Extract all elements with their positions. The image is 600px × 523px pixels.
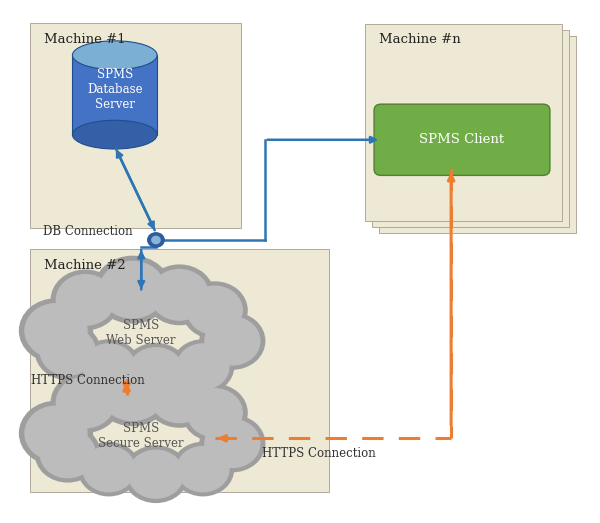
Ellipse shape <box>73 120 157 149</box>
Circle shape <box>100 364 165 420</box>
Circle shape <box>25 304 87 358</box>
FancyBboxPatch shape <box>379 36 577 233</box>
FancyBboxPatch shape <box>373 30 569 227</box>
Circle shape <box>20 299 92 362</box>
Circle shape <box>182 282 247 338</box>
Text: SPMS Client: SPMS Client <box>419 133 505 146</box>
Circle shape <box>151 372 208 423</box>
Circle shape <box>35 426 100 482</box>
Circle shape <box>172 442 233 496</box>
Ellipse shape <box>73 41 157 70</box>
Circle shape <box>205 317 260 365</box>
Circle shape <box>200 313 265 369</box>
Circle shape <box>56 377 115 428</box>
Circle shape <box>187 389 242 437</box>
Circle shape <box>40 430 95 477</box>
Circle shape <box>79 442 139 496</box>
Circle shape <box>128 450 184 498</box>
Circle shape <box>205 419 260 468</box>
Circle shape <box>177 344 229 389</box>
Circle shape <box>172 340 233 393</box>
Circle shape <box>187 286 242 334</box>
Circle shape <box>182 384 247 441</box>
Circle shape <box>20 402 92 465</box>
Circle shape <box>151 269 208 320</box>
FancyBboxPatch shape <box>29 23 241 228</box>
Circle shape <box>145 265 214 325</box>
Circle shape <box>40 327 95 375</box>
Circle shape <box>100 262 165 318</box>
Circle shape <box>79 340 139 393</box>
Text: Machine #n: Machine #n <box>379 33 461 47</box>
Circle shape <box>25 406 87 460</box>
Circle shape <box>124 446 188 503</box>
Circle shape <box>35 323 100 379</box>
Circle shape <box>177 447 229 492</box>
Circle shape <box>83 344 135 389</box>
Text: SPMS
Secure Server: SPMS Secure Server <box>98 422 184 450</box>
Text: SPMS
Database
Server: SPMS Database Server <box>87 69 143 111</box>
Text: Machine #2: Machine #2 <box>44 259 126 272</box>
Circle shape <box>51 270 119 329</box>
Text: HTTPS Connection: HTTPS Connection <box>262 447 376 460</box>
Circle shape <box>94 359 170 426</box>
Circle shape <box>148 233 164 247</box>
Text: Machine #1: Machine #1 <box>44 33 126 47</box>
Text: DB Connection: DB Connection <box>43 225 133 238</box>
FancyBboxPatch shape <box>365 24 562 221</box>
FancyBboxPatch shape <box>29 248 329 492</box>
Circle shape <box>152 236 160 244</box>
Text: SPMS
Web Server: SPMS Web Server <box>106 319 176 347</box>
Circle shape <box>200 415 265 472</box>
Circle shape <box>94 256 170 323</box>
Circle shape <box>128 348 184 396</box>
Text: HTTPS Connection: HTTPS Connection <box>31 374 145 387</box>
Circle shape <box>124 344 188 400</box>
Circle shape <box>83 447 135 492</box>
Circle shape <box>56 275 115 325</box>
Circle shape <box>51 373 119 432</box>
FancyBboxPatch shape <box>73 55 157 134</box>
FancyBboxPatch shape <box>374 104 550 175</box>
Circle shape <box>145 368 214 427</box>
